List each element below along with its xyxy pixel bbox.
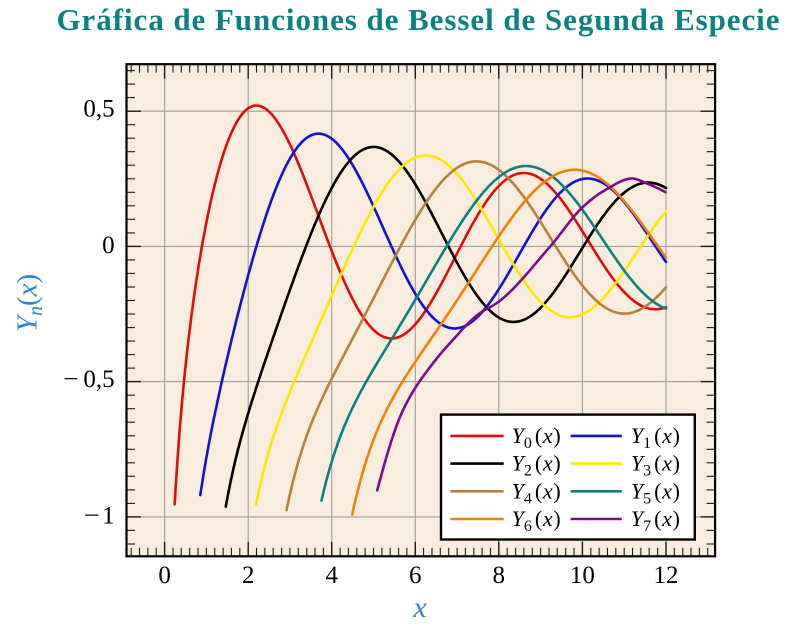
svg-text:Y0(x): Y0 (x) — [512, 423, 561, 452]
svg-text:−: − — [84, 502, 100, 529]
svg-text:10: 10 — [570, 562, 595, 589]
svg-text:1: 1 — [102, 502, 115, 529]
svg-text:Gráfica de Funciones de Bessel: Gráfica de Funciones de Bessel de Segund… — [57, 2, 780, 37]
svg-text:8: 8 — [493, 562, 506, 589]
svg-text:12: 12 — [654, 562, 679, 589]
svg-text:0,5: 0,5 — [83, 366, 114, 393]
svg-text:Yn(x): Yn(x) — [12, 274, 48, 332]
svg-text:0,5: 0,5 — [83, 95, 114, 122]
svg-text:6: 6 — [409, 562, 422, 589]
svg-text:Y1(x): Y1 (x) — [631, 423, 680, 452]
svg-text:Y3(x): Y3 (x) — [631, 451, 680, 480]
svg-text:Y6(x): Y6 (x) — [512, 506, 561, 535]
svg-text:x: x — [412, 591, 427, 624]
svg-text:0: 0 — [102, 232, 115, 259]
svg-text:2: 2 — [242, 562, 255, 589]
svg-text:Y4(x): Y4 (x) — [512, 478, 561, 507]
svg-text:−: − — [63, 366, 78, 393]
svg-text:Y2(x): Y2 (x) — [512, 451, 561, 480]
svg-text:Y7(x): Y7 (x) — [631, 506, 680, 535]
svg-text:Y5(x): Y5 (x) — [631, 478, 680, 507]
svg-text:4: 4 — [325, 562, 338, 589]
svg-text:0: 0 — [158, 562, 171, 589]
